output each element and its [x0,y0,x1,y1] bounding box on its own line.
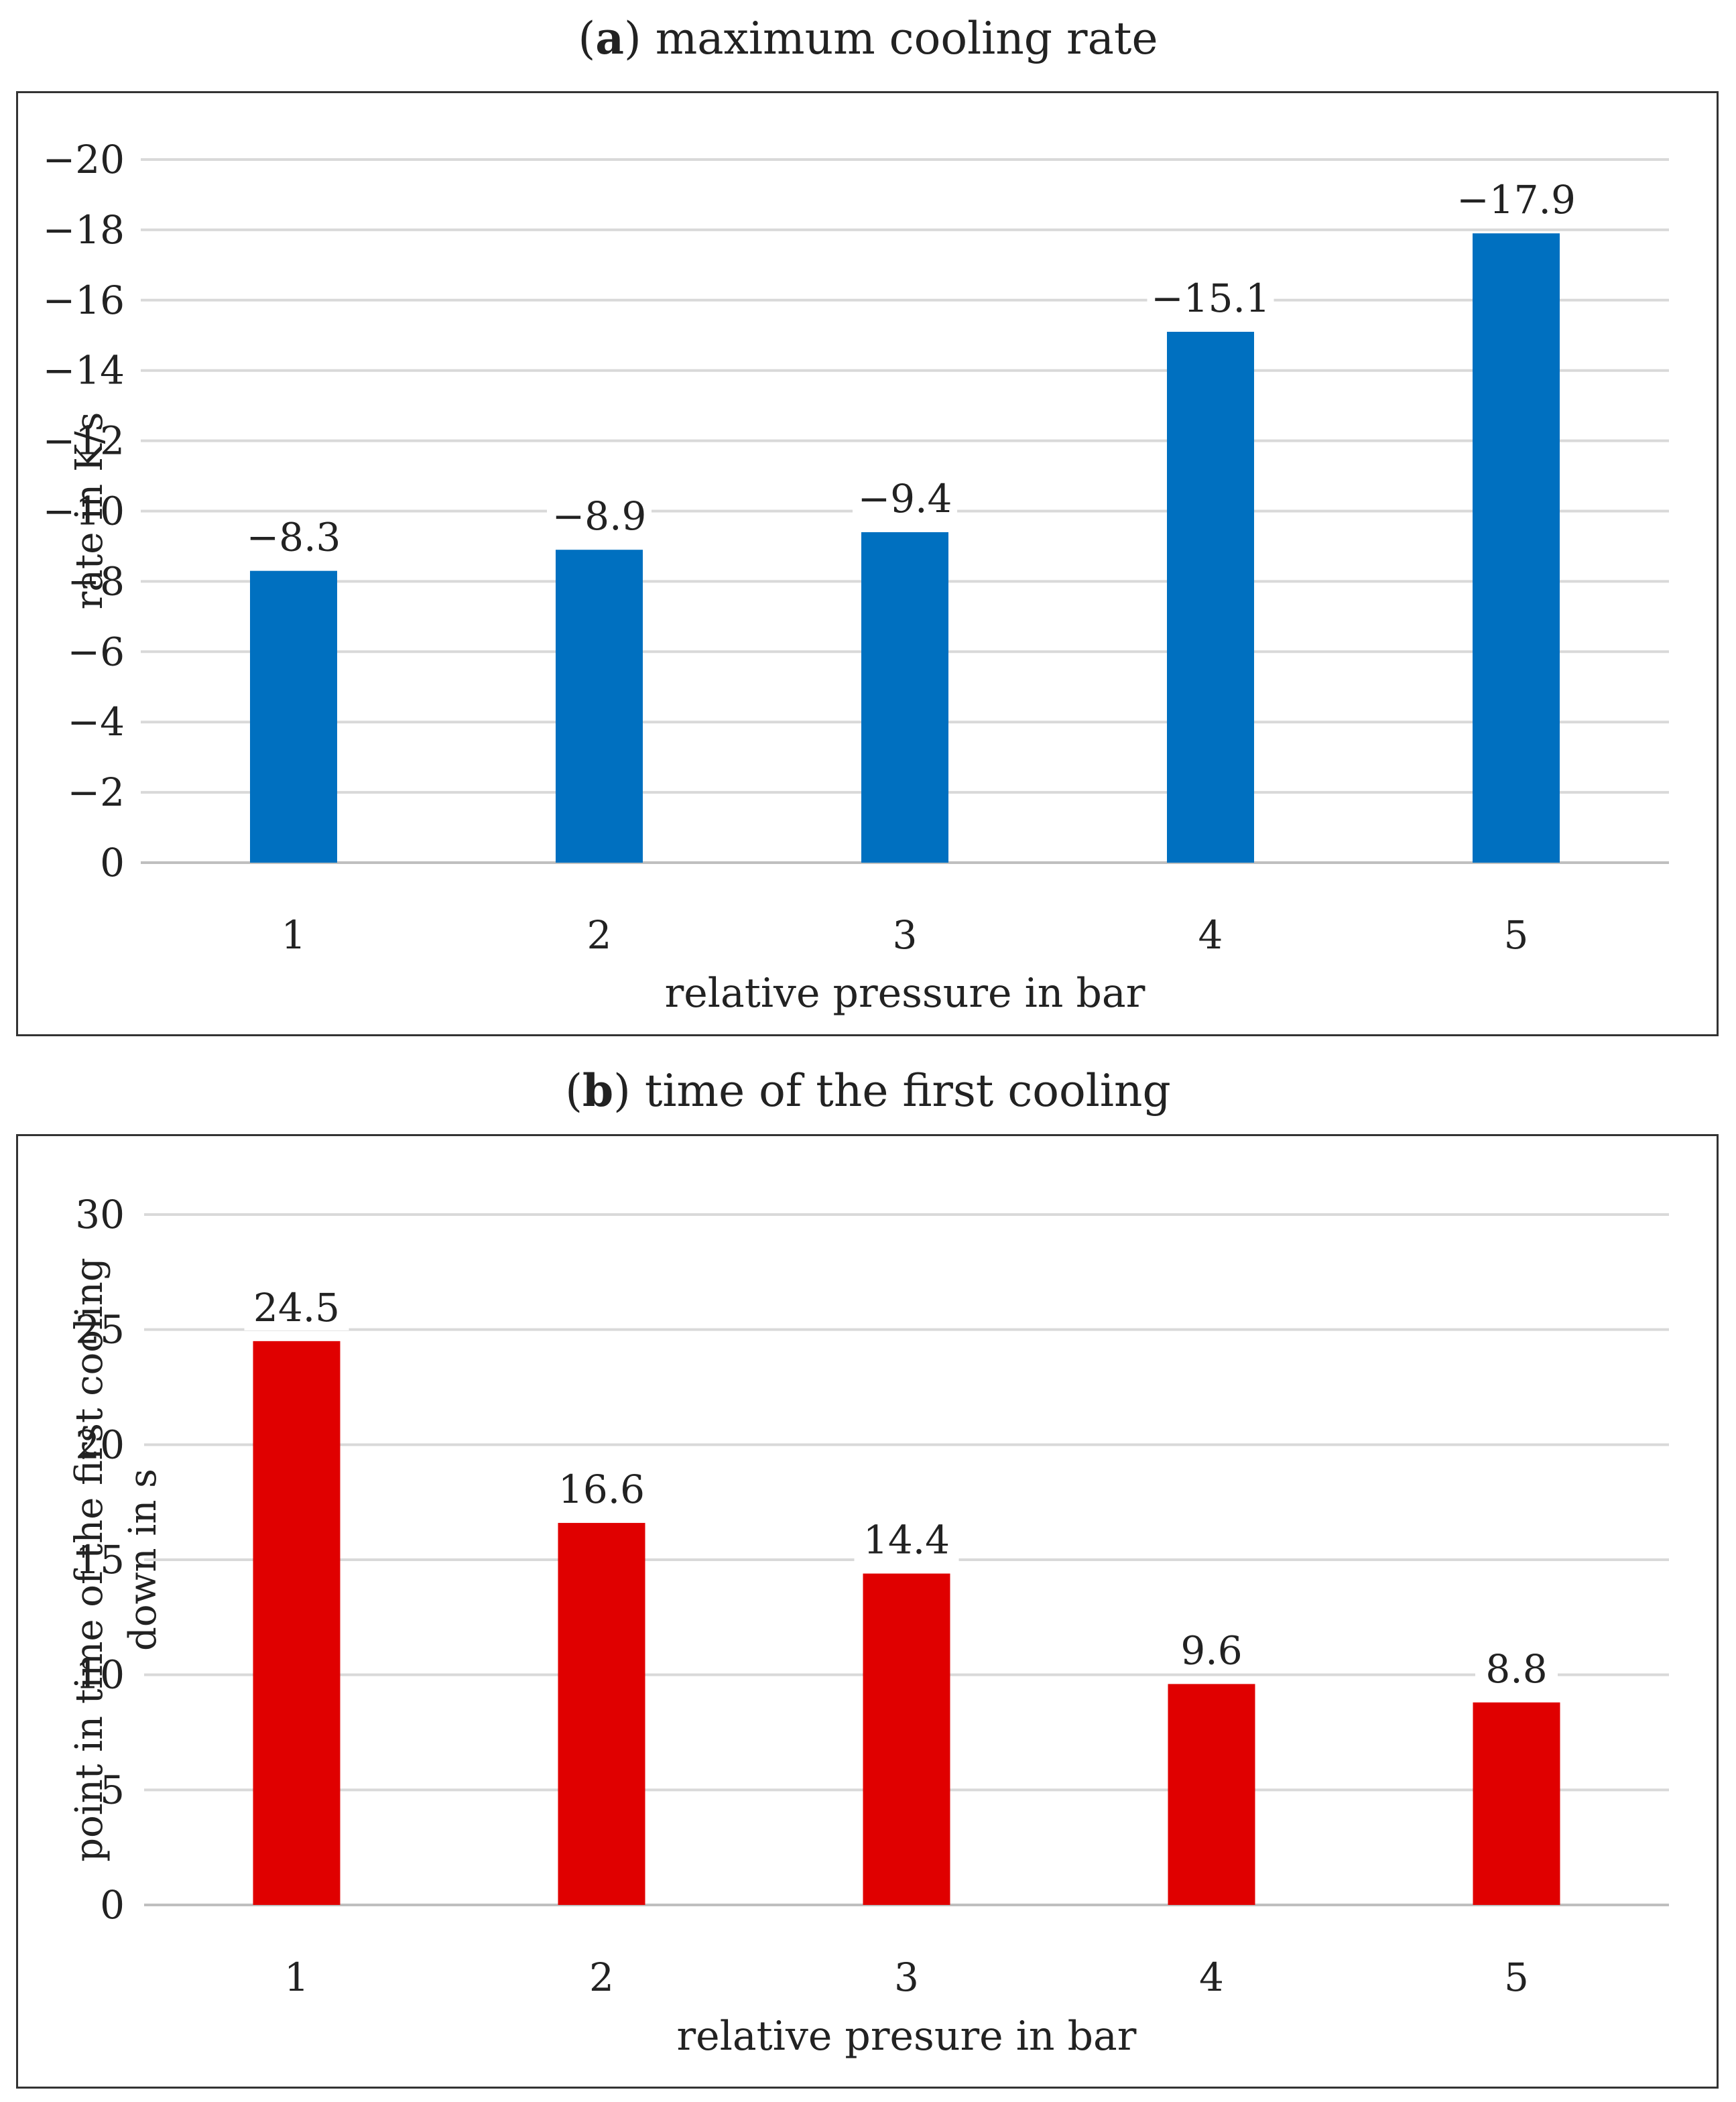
chart-a-y-tick-label: −14 [43,348,125,393]
chart-b-x-tick-label: 3 [894,1955,919,2000]
chart-b-data-label: 16.6 [558,1467,645,1512]
chart-a-y-tick-label: −16 [43,277,125,323]
chart-a-y-tick-label: −2 [68,769,125,815]
chart-a-bar [250,570,337,863]
chart-a-title: (a) maximum cooling rate [578,12,1158,64]
chart-a-data-label: −17.9 [1456,177,1576,223]
chart-a-bar [556,550,643,863]
chart-a-y-tick-label: −20 [43,137,125,182]
chart-a-data-label-bg [1147,277,1274,322]
chart-b-y-tick-label: 0 [100,1882,125,1928]
chart-a-x-tick-label: 2 [587,912,612,958]
chart-a-x-tick-label: 3 [893,912,918,958]
chart-a-y-tick-label: −6 [68,629,125,674]
chart-b-data-label-bg [1170,1629,1253,1674]
chart-b-letter: b [582,1064,614,1117]
chart-a-x-axis-label: relative pressure in bar [665,970,1145,1017]
chart-a-data-label: −8.3 [247,515,341,560]
chart-b-bar [1473,1702,1560,1905]
chart-b-data-label: 24.5 [253,1285,340,1331]
chart-a-x-tick-label: 5 [1504,912,1529,958]
chart-a-bar [1473,233,1560,863]
chart-a-y-tick-label: −12 [43,418,125,464]
chart-a-y-tick-label: 0 [100,840,125,885]
chart-a-y-tick-label: −8 [68,558,125,604]
chart-b-x-tick-label: 5 [1504,1955,1529,2000]
chart-b-x-axis-label: relative presure in bar [677,2013,1137,2060]
chart-b-bar [1168,1684,1255,1905]
chart-b-y-tick-label: 10 [75,1652,125,1698]
chart-a-data-label-bg [1452,178,1580,223]
chart-b-title: (b) time of the first cooling [565,1064,1171,1117]
chart-b-x-tick-label: 2 [589,1955,614,2000]
chart-b-y-tick-label: 25 [75,1307,125,1353]
chart-a-title-text: maximum cooling rate [655,13,1158,64]
chart-b-data-label-bg [549,1468,654,1513]
chart-b-x-tick-label: 1 [284,1955,309,2000]
chart-a-y-axis-label: rate in K/s [68,412,111,610]
chart-a-x-tick-label: 4 [1198,912,1223,958]
chart-b-data-label-bg [244,1286,349,1331]
chart-b-data-label: 8.8 [1485,1646,1547,1692]
chart-a-x-tick-label: 1 [282,912,306,958]
chart-a-data-label-bg [241,515,346,560]
chart-a-bar [1167,332,1254,863]
chart-b-y-tick-label: 20 [75,1422,125,1467]
chart-b-y-tick-label: 5 [100,1767,125,1812]
chart-b-bar [253,1341,340,1905]
chart-a-y-tick-label: −10 [43,489,125,534]
chart-b-y-axis-label: down in s [121,1469,165,1651]
chart-b-y-axis-label: point in time of the first cooling [68,1257,111,1862]
chart-a-data-label-bg [853,477,957,521]
chart-a-data-label: −8.9 [552,493,647,539]
chart-a-y-tick-label: −18 [43,207,125,253]
chart-b-data-label-bg [1475,1647,1558,1692]
chart-b-data-label-bg [854,1518,959,1563]
chart-b-title-text: time of the first cooling [644,1065,1171,1117]
chart-a-letter: a [595,12,624,64]
chart-a-bar [861,532,948,863]
chart-b-data-label: 9.6 [1180,1627,1242,1673]
chart-b-y-tick-label: 30 [75,1192,125,1237]
chart-b-bar [558,1523,645,1905]
chart-b-bar [863,1573,950,1905]
chart-a-data-label-bg [547,495,652,540]
chart-a-data-label: −9.4 [858,476,952,521]
chart-b-x-tick-label: 4 [1199,1955,1224,2000]
chart-a-y-tick-label: −4 [68,699,125,745]
chart-a-data-label: −15.1 [1151,275,1270,321]
chart-b-data-label: 14.4 [863,1518,950,1563]
chart-b-y-tick-label: 15 [75,1537,125,1583]
